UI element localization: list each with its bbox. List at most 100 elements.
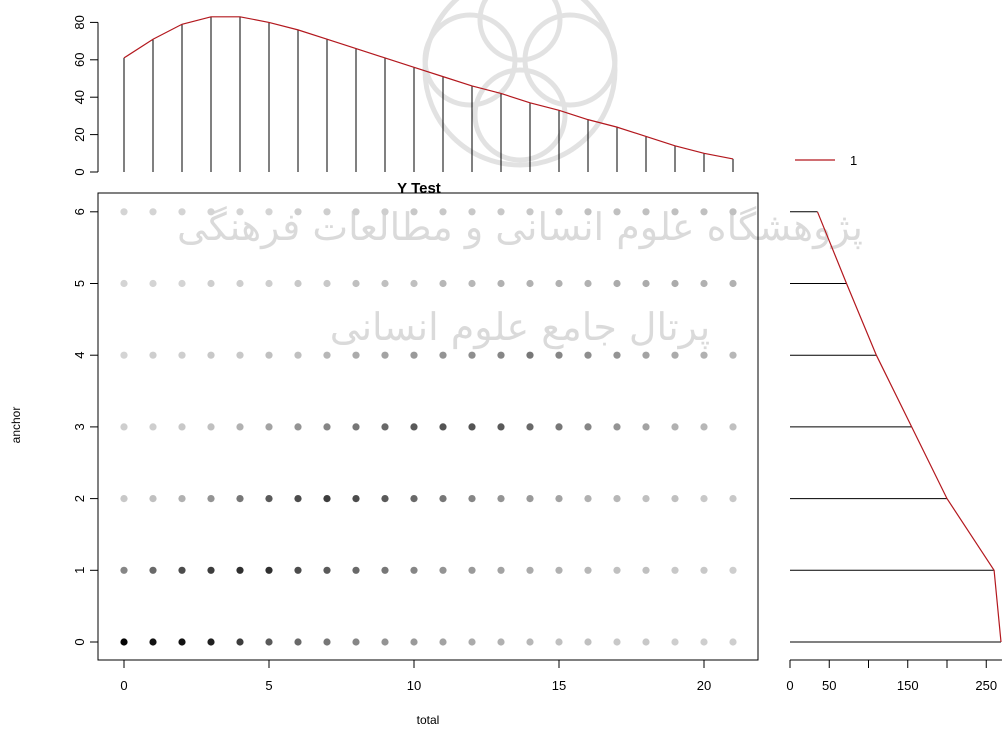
x-tick-label-5: 5: [265, 678, 272, 693]
point-19-6: [671, 208, 679, 216]
point-2-4: [178, 351, 186, 359]
point-9-2: [381, 495, 389, 503]
point-21-5: [729, 279, 737, 288]
point-5-5: [265, 279, 273, 288]
point-20-6: [700, 208, 708, 216]
y-tick-label-6: 6: [72, 208, 87, 215]
point-10-3: [410, 423, 418, 431]
point-15-3: [555, 423, 563, 431]
point-21-4: [729, 351, 737, 359]
point-4-0: [236, 638, 244, 646]
point-8-5: [352, 279, 360, 288]
point-6-6: [294, 208, 302, 216]
watermark-emblem: [422, 0, 618, 168]
point-10-5: [410, 279, 418, 288]
point-3-3: [207, 423, 215, 431]
point-15-1: [555, 566, 563, 574]
point-19-1: [671, 566, 679, 574]
point-11-5: [439, 279, 447, 288]
point-21-3: [729, 423, 737, 431]
point-14-5: [526, 279, 534, 288]
point-0-1: [120, 566, 128, 574]
point-6-4: [294, 351, 302, 359]
point-4-2: [236, 495, 244, 503]
point-0-4: [120, 351, 128, 359]
point-3-2: [207, 495, 215, 503]
point-4-4: [236, 351, 244, 359]
point-8-6: [352, 208, 360, 216]
point-11-6: [439, 208, 447, 216]
y-tick-label-1: 1: [72, 567, 87, 574]
chart-title: Y Test: [397, 180, 441, 197]
y-tick-label-3: 3: [72, 423, 87, 430]
point-11-2: [439, 495, 447, 503]
point-4-3: [236, 423, 244, 431]
point-6-0: [294, 638, 302, 646]
point-14-0: [526, 638, 534, 646]
point-6-3: [294, 423, 302, 431]
point-16-1: [584, 566, 592, 574]
point-10-1: [410, 566, 418, 574]
point-1-0: [149, 638, 157, 646]
point-18-4: [642, 351, 650, 359]
point-3-6: [207, 208, 215, 216]
point-2-0: [178, 638, 186, 646]
point-17-5: [613, 279, 621, 288]
top-y-tick-label-80: 80: [72, 15, 87, 29]
right-x-tick-label-0: 0: [786, 678, 793, 693]
point-12-1: [468, 566, 476, 574]
point-4-5: [236, 279, 244, 288]
point-3-5: [207, 279, 215, 288]
point-11-0: [439, 638, 447, 646]
point-15-6: [555, 208, 563, 216]
right-x-tick-label-150: 150: [897, 678, 919, 693]
point-9-5: [381, 279, 389, 288]
point-8-2: [352, 495, 360, 503]
point-14-3: [526, 423, 534, 431]
point-12-6: [468, 208, 476, 216]
point-13-0: [497, 638, 505, 646]
point-0-6: [120, 208, 128, 216]
point-17-3: [613, 423, 621, 431]
point-3-0: [207, 638, 215, 646]
point-9-3: [381, 423, 389, 431]
point-1-6: [149, 208, 157, 216]
point-4-1: [236, 566, 244, 574]
y-tick-label-5: 5: [72, 280, 87, 287]
point-13-1: [497, 566, 505, 574]
point-2-2: [178, 495, 186, 503]
right-fitted-curve: [816, 211, 1002, 643]
point-10-6: [410, 208, 418, 216]
point-5-2: [265, 495, 273, 503]
legend: 1: [795, 153, 857, 168]
x-tick-label-10: 10: [407, 678, 421, 693]
point-7-3: [323, 423, 331, 431]
point-9-4: [381, 351, 389, 359]
x-tick-label-15: 15: [552, 678, 566, 693]
point-13-2: [497, 495, 505, 503]
point-14-2: [526, 495, 534, 503]
point-8-3: [352, 423, 360, 431]
point-12-3: [468, 423, 476, 431]
point-17-0: [613, 638, 621, 646]
point-1-5: [149, 279, 157, 288]
point-1-1: [149, 566, 157, 574]
point-6-5: [294, 279, 302, 288]
point-16-0: [584, 638, 592, 646]
right-x-tick-label-250: 250: [975, 678, 997, 693]
point-5-1: [265, 566, 273, 574]
point-11-1: [439, 566, 447, 574]
point-17-4: [613, 351, 621, 359]
point-4-6: [236, 208, 244, 216]
watermark-line-2: پرتال جامع علوم انسانی: [330, 305, 710, 350]
point-6-1: [294, 566, 302, 574]
point-7-0: [323, 638, 331, 646]
point-13-6: [497, 208, 505, 216]
point-8-1: [352, 566, 360, 574]
point-2-1: [178, 566, 186, 574]
point-16-6: [584, 208, 592, 216]
point-12-4: [468, 351, 476, 359]
point-0-2: [120, 495, 128, 503]
point-2-5: [178, 279, 186, 288]
